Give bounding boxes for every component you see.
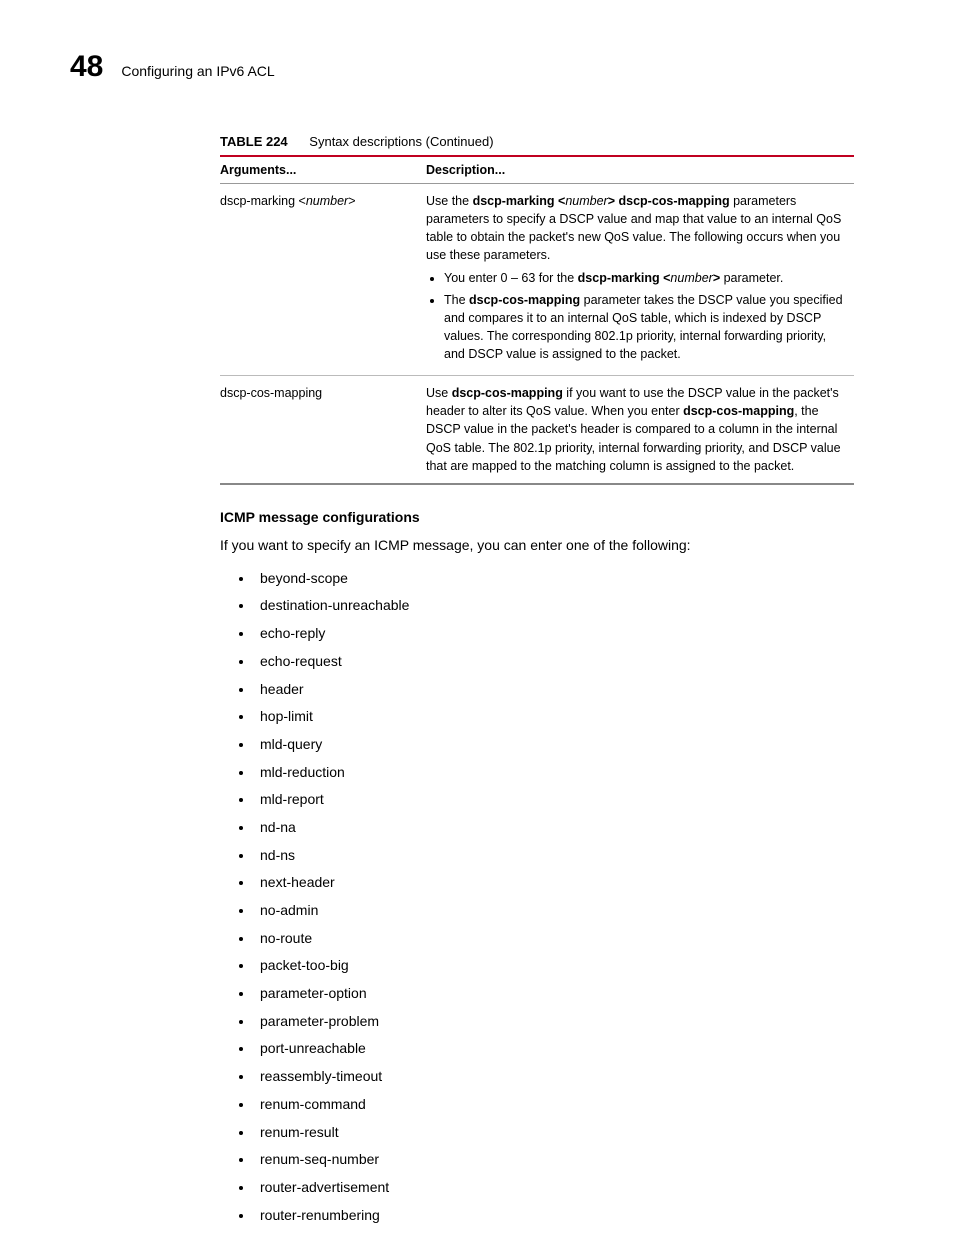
list-item: hop-limit <box>254 706 854 728</box>
list-item: echo-reply <box>254 623 854 645</box>
desc-bold: dscp-marking < <box>578 271 671 285</box>
desc-text: The <box>444 293 469 307</box>
list-item: nd-na <box>254 817 854 839</box>
col-arguments: Arguments... <box>220 156 426 184</box>
desc-bold: > dscp-cos-mapping <box>608 194 730 208</box>
desc-italic: number <box>565 194 607 208</box>
list-item: renum-result <box>254 1122 854 1144</box>
arg-italic: number <box>306 194 348 208</box>
arg-text: > <box>348 194 355 208</box>
desc-bold: dscp-cos-mapping <box>469 293 580 307</box>
desc-text: Use the <box>426 194 473 208</box>
desc-bold: dscp-marking < <box>473 194 566 208</box>
desc-text: parameter. <box>720 271 783 285</box>
list-item: mld-reduction <box>254 762 854 784</box>
arg-text: dscp-marking < <box>220 194 306 208</box>
list-item: packet-too-big <box>254 955 854 977</box>
desc-list-item: The dscp-cos-mapping parameter takes the… <box>444 291 848 364</box>
page: 48 Configuring an IPv6 ACL TABLE 224 Syn… <box>0 0 954 1235</box>
table-container: TABLE 224 Syntax descriptions (Continued… <box>220 134 854 485</box>
desc-list: You enter 0 – 63 for the dscp-marking <n… <box>426 269 848 364</box>
list-item: no-admin <box>254 900 854 922</box>
body-block: ICMP message configurations If you want … <box>220 509 854 1227</box>
syntax-table: Arguments... Description... dscp-marking… <box>220 155 854 485</box>
section-title: Configuring an IPv6 ACL <box>121 63 274 79</box>
list-item: parameter-option <box>254 983 854 1005</box>
table-row: dscp-marking <number> Use the dscp-marki… <box>220 184 854 376</box>
cell-argument: dscp-cos-mapping <box>220 376 426 484</box>
list-item: renum-seq-number <box>254 1149 854 1171</box>
table-header-row: Arguments... Description... <box>220 156 854 184</box>
list-item: destination-unreachable <box>254 595 854 617</box>
subheading: ICMP message configurations <box>220 509 854 525</box>
desc-text: You enter 0 – 63 for the <box>444 271 578 285</box>
cell-description: Use the dscp-marking <number> dscp-cos-m… <box>426 184 854 376</box>
icmp-list: beyond-scope destination-unreachable ech… <box>220 568 854 1227</box>
list-item: router-advertisement <box>254 1177 854 1199</box>
desc-bold: dscp-cos-mapping <box>683 404 794 418</box>
cell-argument: dscp-marking <number> <box>220 184 426 376</box>
table-caption-text: Syntax descriptions (Continued) <box>309 134 493 149</box>
list-item: echo-request <box>254 651 854 673</box>
cell-description: Use dscp-cos-mapping if you want to use … <box>426 376 854 484</box>
list-item: header <box>254 679 854 701</box>
list-item: renum-command <box>254 1094 854 1116</box>
table-caption: TABLE 224 Syntax descriptions (Continued… <box>220 134 854 149</box>
desc-bold: dscp-cos-mapping <box>452 386 563 400</box>
list-item: no-route <box>254 928 854 950</box>
list-item: nd-ns <box>254 845 854 867</box>
desc-italic: number <box>670 271 712 285</box>
table-label: TABLE 224 <box>220 134 288 149</box>
page-number: 48 <box>70 50 103 84</box>
desc-list-item: You enter 0 – 63 for the dscp-marking <n… <box>444 269 848 287</box>
list-item: mld-query <box>254 734 854 756</box>
list-item: next-header <box>254 872 854 894</box>
body-intro: If you want to specify an ICMP message, … <box>220 535 854 556</box>
list-item: port-unreachable <box>254 1038 854 1060</box>
page-header: 48 Configuring an IPv6 ACL <box>70 50 864 84</box>
table-row: dscp-cos-mapping Use dscp-cos-mapping if… <box>220 376 854 484</box>
list-item: reassembly-timeout <box>254 1066 854 1088</box>
col-description: Description... <box>426 156 854 184</box>
list-item: router-renumbering <box>254 1205 854 1227</box>
list-item: parameter-problem <box>254 1011 854 1033</box>
list-item: mld-report <box>254 789 854 811</box>
list-item: beyond-scope <box>254 568 854 590</box>
desc-text: Use <box>426 386 452 400</box>
